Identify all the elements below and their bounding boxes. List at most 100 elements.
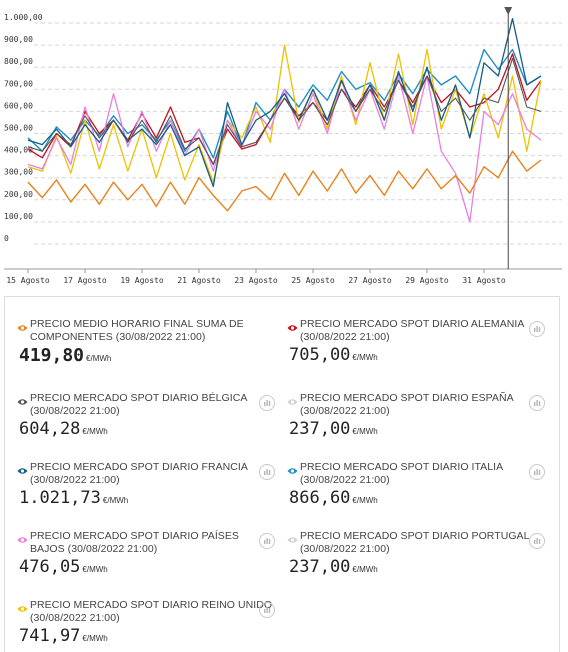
legend-item: PRECIO MERCADO SPOT DIARIO ITALIA (30/08… [287,461,545,508]
x-tick-label: 15 Agosto [6,276,50,285]
legend-item-header: PRECIO MERCADO SPOT DIARIO ALEMANIA (30/… [287,318,545,344]
legend-item-value-row: 419,80 €/MWh [19,345,275,366]
legend-item-value-row: 866,60 €/MWh [289,488,545,508]
legend-item-value-row: 705,00 €/MWh [289,345,545,365]
chart-svg[interactable]: 0 100,00 200,00 300,00 400,00 500,00 600,00 700… [0,0,568,290]
series-line-italia[interactable] [27,48,542,159]
legend-item-value: 419,80 [19,345,85,366]
legend-item-value: 237,00 [289,419,351,439]
legend-item-value-row: 1.021,73 €/MWh [19,488,275,508]
x-tick-label: 25 Agosto [291,276,335,285]
eye-icon[interactable] [287,531,298,549]
legend-item-value: 476,05 [19,557,81,577]
legend-item: PRECIO MERCADO SPOT DIARIO REINO UNIDO (… [17,599,275,646]
y-tick-label: 400,00 [4,146,33,155]
legend-item-header: PRECIO MERCADO SPOT DIARIO REINO UNIDO (… [17,599,275,625]
price-chart[interactable]: 0 100,00 200,00 300,00 400,00 500,00 600,00 700… [0,0,568,290]
eye-icon[interactable] [287,393,298,411]
x-tick-label: 21 Agosto [177,276,221,285]
legend-item-unit: €/MWh [86,354,112,363]
legend-item-label: PRECIO MERCADO SPOT DIARIO BÉLGICA (30/0… [30,392,247,417]
series-line-belgica[interactable] [27,57,542,165]
legend-item: PRECIO MERCADO SPOT DIARIO FRANCIA (30/0… [17,461,275,508]
legend-item-value: 237,00 [289,557,351,577]
legend-item-unit: €/MWh [82,565,108,574]
y-tick-label: 300,00 [4,168,33,177]
y-tick-label: 700,00 [4,79,33,88]
series-line-componentes[interactable] [27,150,542,212]
legend-item-header: PRECIO MERCADO SPOT DIARIO ESPAÑA (30/08… [287,392,545,418]
eye-icon[interactable] [17,600,28,618]
legend-item: PRECIO MERCADO SPOT DIARIO PORTUGAL (30/… [287,530,545,577]
legend-item: PRECIO MERCADO SPOT DIARIO PAÍSES BAJOS … [17,530,275,577]
legend-item-value: 705,00 [289,345,351,365]
eye-icon[interactable] [287,462,298,480]
legend-item-unit: €/MWh [352,353,378,362]
legend-item-label: PRECIO MERCADO SPOT DIARIO FRANCIA (30/0… [30,461,248,486]
legend-item: PRECIO MEDIO HORARIO FINAL SUMA DE COMPO… [17,318,275,366]
legend-item-value-row: 476,05 €/MWh [19,557,275,577]
y-tick-label: 900,00 [4,35,33,44]
legend-item-value: 1.021,73 [19,488,101,508]
y-tick-label: 800,00 [4,57,33,66]
eye-icon[interactable] [287,319,298,337]
y-tick-label: 200,00 [4,190,33,199]
stats-icon[interactable] [529,321,545,337]
x-tick-label: 27 Agosto [348,276,392,285]
series-line-bajos[interactable] [27,75,542,223]
legend-item-unit: €/MWh [82,634,108,643]
legend-item-unit: €/MWh [102,496,129,505]
stats-icon[interactable] [529,533,545,549]
legend-item: PRECIO MERCADO SPOT DIARIO BÉLGICA (30/0… [17,392,275,439]
legend-item-value: 866,60 [289,488,351,508]
legend-item: PRECIO MERCADO SPOT DIARIO ESPAÑA (30/08… [287,392,545,439]
legend-item-value-row: 237,00 €/MWh [289,419,545,439]
legend-item: PRECIO MERCADO SPOT DIARIO ALEMANIA (30/… [287,318,545,365]
legend-item-unit: €/MWh [352,565,378,574]
legend-item-header: PRECIO MERCADO SPOT DIARIO ITALIA (30/08… [287,461,545,487]
y-tick-label: 0 [4,234,9,243]
legend-item-header: PRECIO MERCADO SPOT DIARIO PORTUGAL (30/… [287,530,545,556]
stats-icon[interactable] [259,395,275,411]
legend-item-header: PRECIO MERCADO SPOT DIARIO PAÍSES BAJOS … [17,530,275,556]
legend-item-value: 604,28 [19,419,81,439]
legend-item-value-row: 741,97 €/MWh [19,626,275,646]
stats-icon[interactable] [259,533,275,549]
series-line-unido[interactable] [27,44,542,183]
stats-icon[interactable] [529,395,545,411]
y-tick-label: 500,00 [4,124,33,133]
crosshair-marker [504,7,513,15]
legend-item-unit: €/MWh [352,427,378,436]
x-tick-label: 19 Agosto [120,276,164,285]
x-tick-label: 17 Agosto [63,276,107,285]
legend-item-unit: €/MWh [82,427,108,436]
legend-item-header: PRECIO MEDIO HORARIO FINAL SUMA DE COMPO… [17,318,275,344]
legend-item-value-row: 604,28 €/MWh [19,419,275,439]
legend-item-unit: €/MWh [352,496,378,505]
legend-item-label: PRECIO MERCADO SPOT DIARIO ITALIA (30/08… [300,461,503,486]
series-line-alemania[interactable] [27,53,542,166]
x-tick-label: 29 Agosto [405,276,449,285]
eye-icon[interactable] [17,393,28,411]
y-tick-label: 600,00 [4,101,33,110]
eye-icon[interactable] [17,319,28,337]
eye-icon[interactable] [17,531,28,549]
legend-panel: PRECIO MEDIO HORARIO FINAL SUMA DE COMPO… [4,296,560,652]
legend-item-label: PRECIO MERCADO SPOT DIARIO PORTUGAL (30/… [300,530,530,555]
stats-icon[interactable] [529,464,545,480]
legend-item-label: PRECIO MEDIO HORARIO FINAL SUMA DE COMPO… [30,318,244,343]
y-tick-label: 1.000,00 [4,13,43,22]
series-line-francia[interactable] [27,17,542,188]
legend-item-label: PRECIO MERCADO SPOT DIARIO ALEMANIA (30/… [300,318,524,343]
legend-item-value: 741,97 [19,626,81,646]
x-tick-label: 23 Agosto [234,276,278,285]
legend-item-label: PRECIO MERCADO SPOT DIARIO ESPAÑA (30/08… [300,392,514,417]
x-tick-label: 31 Agosto [462,276,506,285]
eye-icon[interactable] [17,462,28,480]
legend-item-label: PRECIO MERCADO SPOT DIARIO REINO UNIDO (… [30,599,273,624]
y-tick-label: 100,00 [4,212,33,221]
legend-item-header: PRECIO MERCADO SPOT DIARIO BÉLGICA (30/0… [17,392,275,418]
stats-icon[interactable] [259,464,275,480]
stats-icon[interactable] [259,602,275,618]
legend-item-label: PRECIO MERCADO SPOT DIARIO PAÍSES BAJOS … [30,530,239,555]
